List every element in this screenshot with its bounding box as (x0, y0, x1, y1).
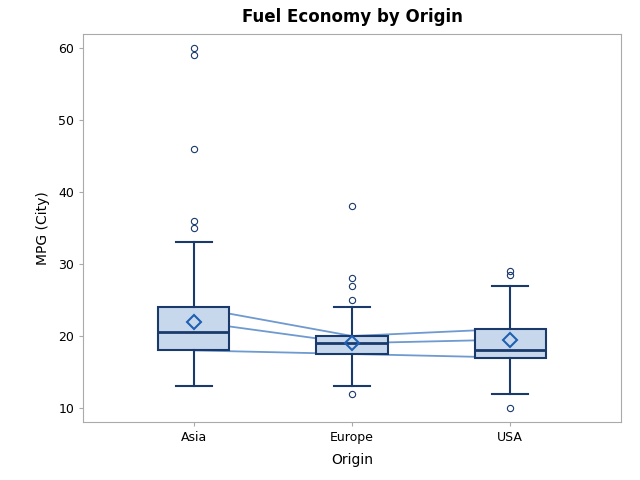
PathPatch shape (316, 336, 388, 354)
PathPatch shape (474, 329, 546, 358)
Y-axis label: MPG (City): MPG (City) (36, 191, 50, 265)
PathPatch shape (158, 307, 230, 350)
X-axis label: Origin: Origin (331, 453, 373, 467)
Title: Fuel Economy by Origin: Fuel Economy by Origin (241, 9, 463, 26)
